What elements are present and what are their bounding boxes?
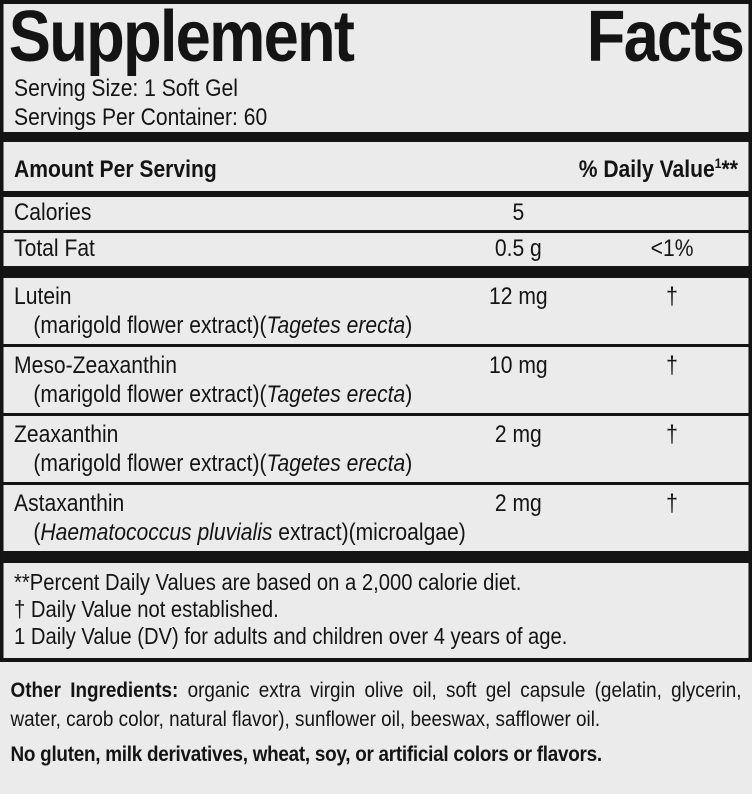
nutrient-dv: <1% (650, 235, 694, 262)
source-text: ) (405, 381, 413, 408)
nutrient-name: Total Fat (14, 235, 95, 262)
source-text: ( (33, 519, 41, 546)
source-latin-name: Haematococcus pluvialis (40, 519, 273, 546)
footnote-dagger: † Daily Value not established. (14, 596, 279, 622)
meso-zeaxanthin-row: Meso-Zeaxanthin 10 mg † (4, 347, 749, 380)
daily-value-header: % Daily Value1** (579, 149, 738, 184)
source-text: (marigold flower extract)( (33, 381, 267, 408)
source-text: ) (405, 312, 413, 339)
nutrient-amount: 2 mg (494, 490, 542, 517)
lutein-row: Lutein 12 mg † (4, 278, 749, 311)
daily-value-header-text: % Daily Value (578, 156, 715, 183)
title-word-supplement: Supplement (8, 0, 355, 77)
source-latin-name: Tagetes erecta (266, 312, 406, 339)
footnote-percent-dv: **Percent Daily Values are based on a 2,… (14, 569, 522, 595)
zeaxanthin-row: Zeaxanthin 2 mg † (4, 416, 749, 449)
thick-divider-bottom (3, 551, 749, 563)
servings-per-container: Servings Per Container: 60 (14, 104, 268, 131)
column-header-row: Amount Per Serving % Daily Value1** (4, 142, 749, 191)
source-latin-name: Tagetes erecta (266, 450, 406, 477)
nutrient-dv: † (666, 421, 678, 448)
nutrient-amount: 2 mg (494, 421, 542, 448)
nutrient-dv: † (666, 352, 678, 379)
serving-size: Serving Size: 1 Soft Gel (14, 75, 238, 102)
panel-title: Supplement Facts (4, 0, 749, 77)
nutrient-name: Meso-Zeaxanthin (14, 352, 177, 379)
nutrient-amount: 0.5 g (494, 235, 542, 262)
nutrient-dv: † (666, 490, 678, 517)
label-root: Supplement Facts Serving Size: 1 Soft Ge… (0, 0, 752, 766)
nutrient-dv: † (666, 283, 678, 310)
nutrient-name: Zeaxanthin (14, 421, 119, 448)
thick-divider-mid (3, 266, 749, 278)
source-text: (marigold flower extract)( (33, 450, 267, 477)
astaxanthin-source: (Haematococcus pluvialis extract)(microa… (4, 518, 749, 551)
amount-per-serving-header: Amount Per Serving (14, 156, 217, 183)
source-text: (marigold flower extract)( (33, 312, 267, 339)
allergen-statement: No gluten, milk derivatives, wheat, soy,… (10, 742, 603, 766)
source-latin-name: Tagetes erecta (266, 381, 406, 408)
nutrient-name: Astaxanthin (14, 490, 125, 517)
footnote-dv-age: 1 Daily Value (DV) for adults and childr… (14, 623, 568, 649)
medium-divider-header (3, 191, 749, 197)
daily-value-superscript: 1 (714, 155, 722, 171)
other-ingredients: Other Ingredients: organic extra virgin … (11, 676, 742, 734)
nutrient-amount: 10 mg (489, 352, 548, 379)
lutein-source: (marigold flower extract)(Tagetes erecta… (3, 311, 749, 347)
thick-divider-top (3, 132, 749, 142)
total-fat-row: Total Fat 0.5 g <1% (4, 233, 749, 266)
other-ingredients-label: Other Ingredients: (10, 678, 179, 702)
astaxanthin-row: Astaxanthin 2 mg † (4, 485, 749, 518)
nutrient-name: Calories (14, 199, 92, 226)
meso-zeaxanthin-source: (marigold flower extract)(Tagetes erecta… (3, 380, 749, 416)
supplement-facts-panel: Supplement Facts Serving Size: 1 Soft Ge… (0, 0, 752, 662)
nutrient-amount: 12 mg (489, 283, 548, 310)
nutrient-name: Lutein (14, 283, 72, 310)
source-text: extract)(microalgae) (272, 519, 466, 546)
other-ingredients-text: organic extra virgin olive oil, soft gel… (10, 678, 742, 731)
source-text: ) (405, 450, 413, 477)
footnotes: **Percent Daily Values are based on a 2,… (4, 563, 749, 658)
nutrient-amount: 5 (512, 199, 525, 226)
zeaxanthin-source: (marigold flower extract)(Tagetes erecta… (3, 449, 749, 485)
serving-info: Serving Size: 1 Soft Gel Servings Per Co… (4, 70, 749, 132)
daily-value-asterisks: ** (721, 156, 738, 183)
calories-row: Calories 5 (3, 197, 749, 233)
title-word-facts: Facts (586, 0, 745, 77)
